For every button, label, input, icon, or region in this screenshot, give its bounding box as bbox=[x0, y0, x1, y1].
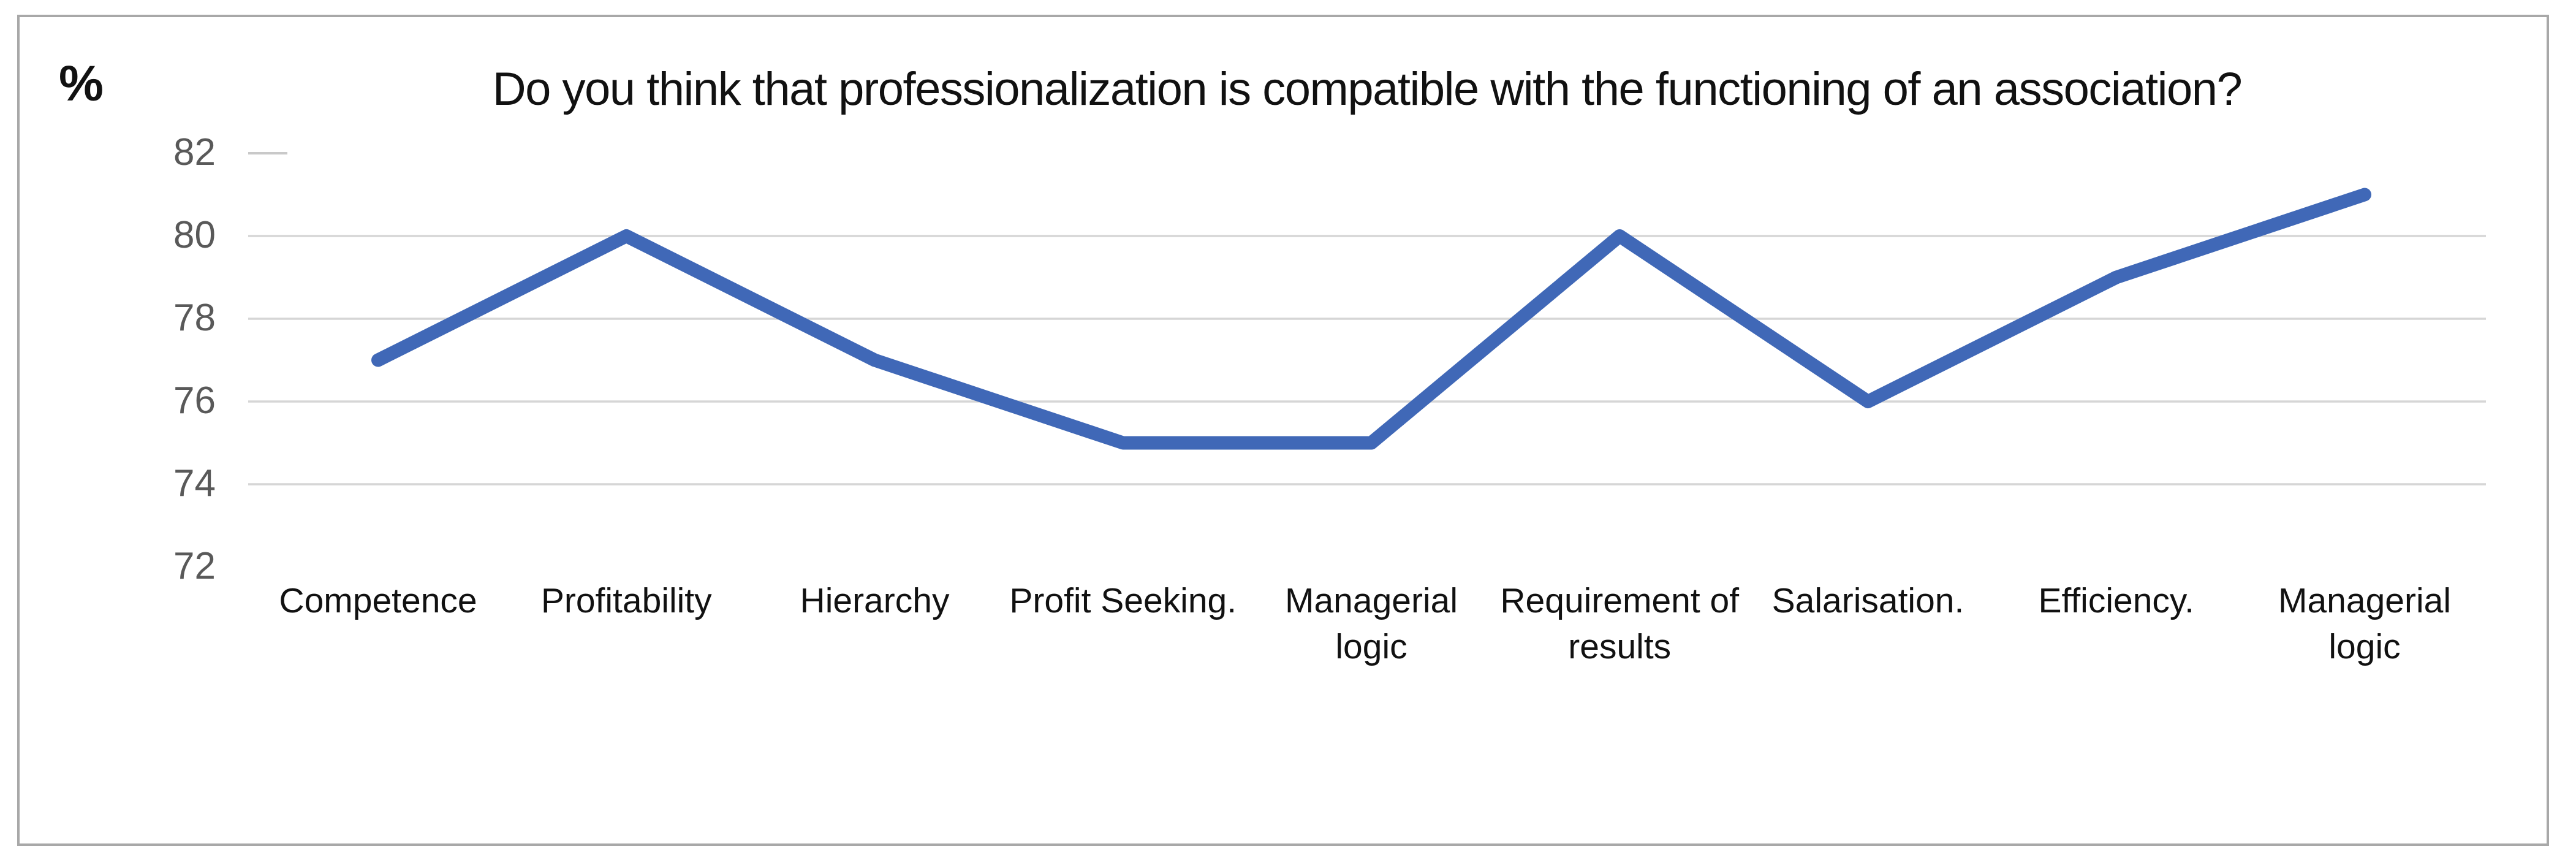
chart-frame bbox=[17, 15, 2549, 846]
y-axis-unit-label: % bbox=[59, 56, 104, 112]
x-category-label: Hierarchy bbox=[800, 581, 950, 620]
x-category-label: Efficiency. bbox=[2038, 581, 2195, 620]
y-tick-label: 80 bbox=[173, 213, 216, 256]
x-category-label: Profitability bbox=[540, 581, 712, 620]
x-category-label: Requirement of results bbox=[1500, 581, 1740, 667]
y-tick-label: 78 bbox=[173, 296, 216, 339]
y-tick-label: 76 bbox=[173, 379, 216, 422]
x-category-label: Salarisation. bbox=[1771, 581, 1964, 620]
y-tick-label: 82 bbox=[173, 131, 216, 173]
chart-title: Do you think that professionalization is… bbox=[492, 63, 2243, 115]
y-tick-label: 72 bbox=[173, 544, 216, 587]
x-category-label: Competence bbox=[279, 581, 477, 620]
x-category-label: Managerial logic bbox=[1285, 581, 1458, 667]
x-category-label: Managerial logic bbox=[2278, 581, 2451, 667]
x-category-label: Profit Seeking. bbox=[1009, 581, 1237, 620]
series-line bbox=[371, 188, 2371, 450]
y-tick-label: 74 bbox=[173, 462, 216, 504]
